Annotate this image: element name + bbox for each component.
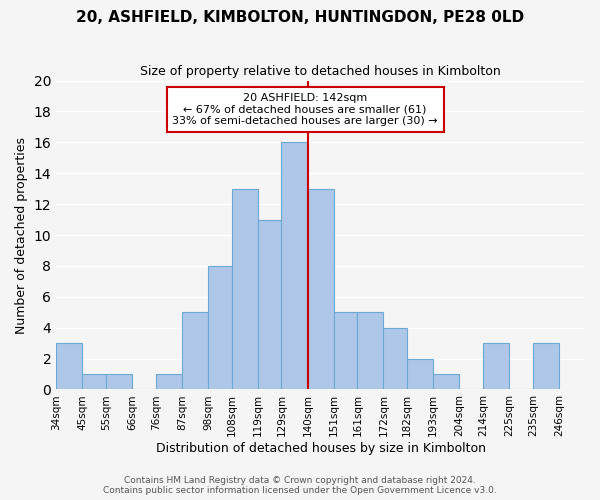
Bar: [383, 328, 407, 390]
Bar: [56, 343, 82, 390]
Bar: [334, 312, 358, 390]
Bar: [106, 374, 132, 390]
Bar: [82, 374, 106, 390]
Bar: [156, 374, 182, 390]
Text: 20, ASHFIELD, KIMBOLTON, HUNTINGDON, PE28 0LD: 20, ASHFIELD, KIMBOLTON, HUNTINGDON, PE2…: [76, 10, 524, 25]
Bar: [533, 343, 559, 390]
Bar: [281, 142, 308, 390]
Text: 20 ASHFIELD: 142sqm
← 67% of detached houses are smaller (61)
33% of semi-detach: 20 ASHFIELD: 142sqm ← 67% of detached ho…: [172, 93, 438, 126]
Bar: [407, 358, 433, 390]
Bar: [308, 188, 334, 390]
Bar: [433, 374, 460, 390]
X-axis label: Distribution of detached houses by size in Kimbolton: Distribution of detached houses by size …: [155, 442, 485, 455]
Bar: [483, 343, 509, 390]
Text: Contains HM Land Registry data © Crown copyright and database right 2024.
Contai: Contains HM Land Registry data © Crown c…: [103, 476, 497, 495]
Bar: [208, 266, 232, 390]
Y-axis label: Number of detached properties: Number of detached properties: [15, 136, 28, 334]
Bar: [258, 220, 281, 390]
Title: Size of property relative to detached houses in Kimbolton: Size of property relative to detached ho…: [140, 65, 501, 78]
Bar: [358, 312, 383, 390]
Bar: [232, 188, 258, 390]
Bar: [182, 312, 208, 390]
